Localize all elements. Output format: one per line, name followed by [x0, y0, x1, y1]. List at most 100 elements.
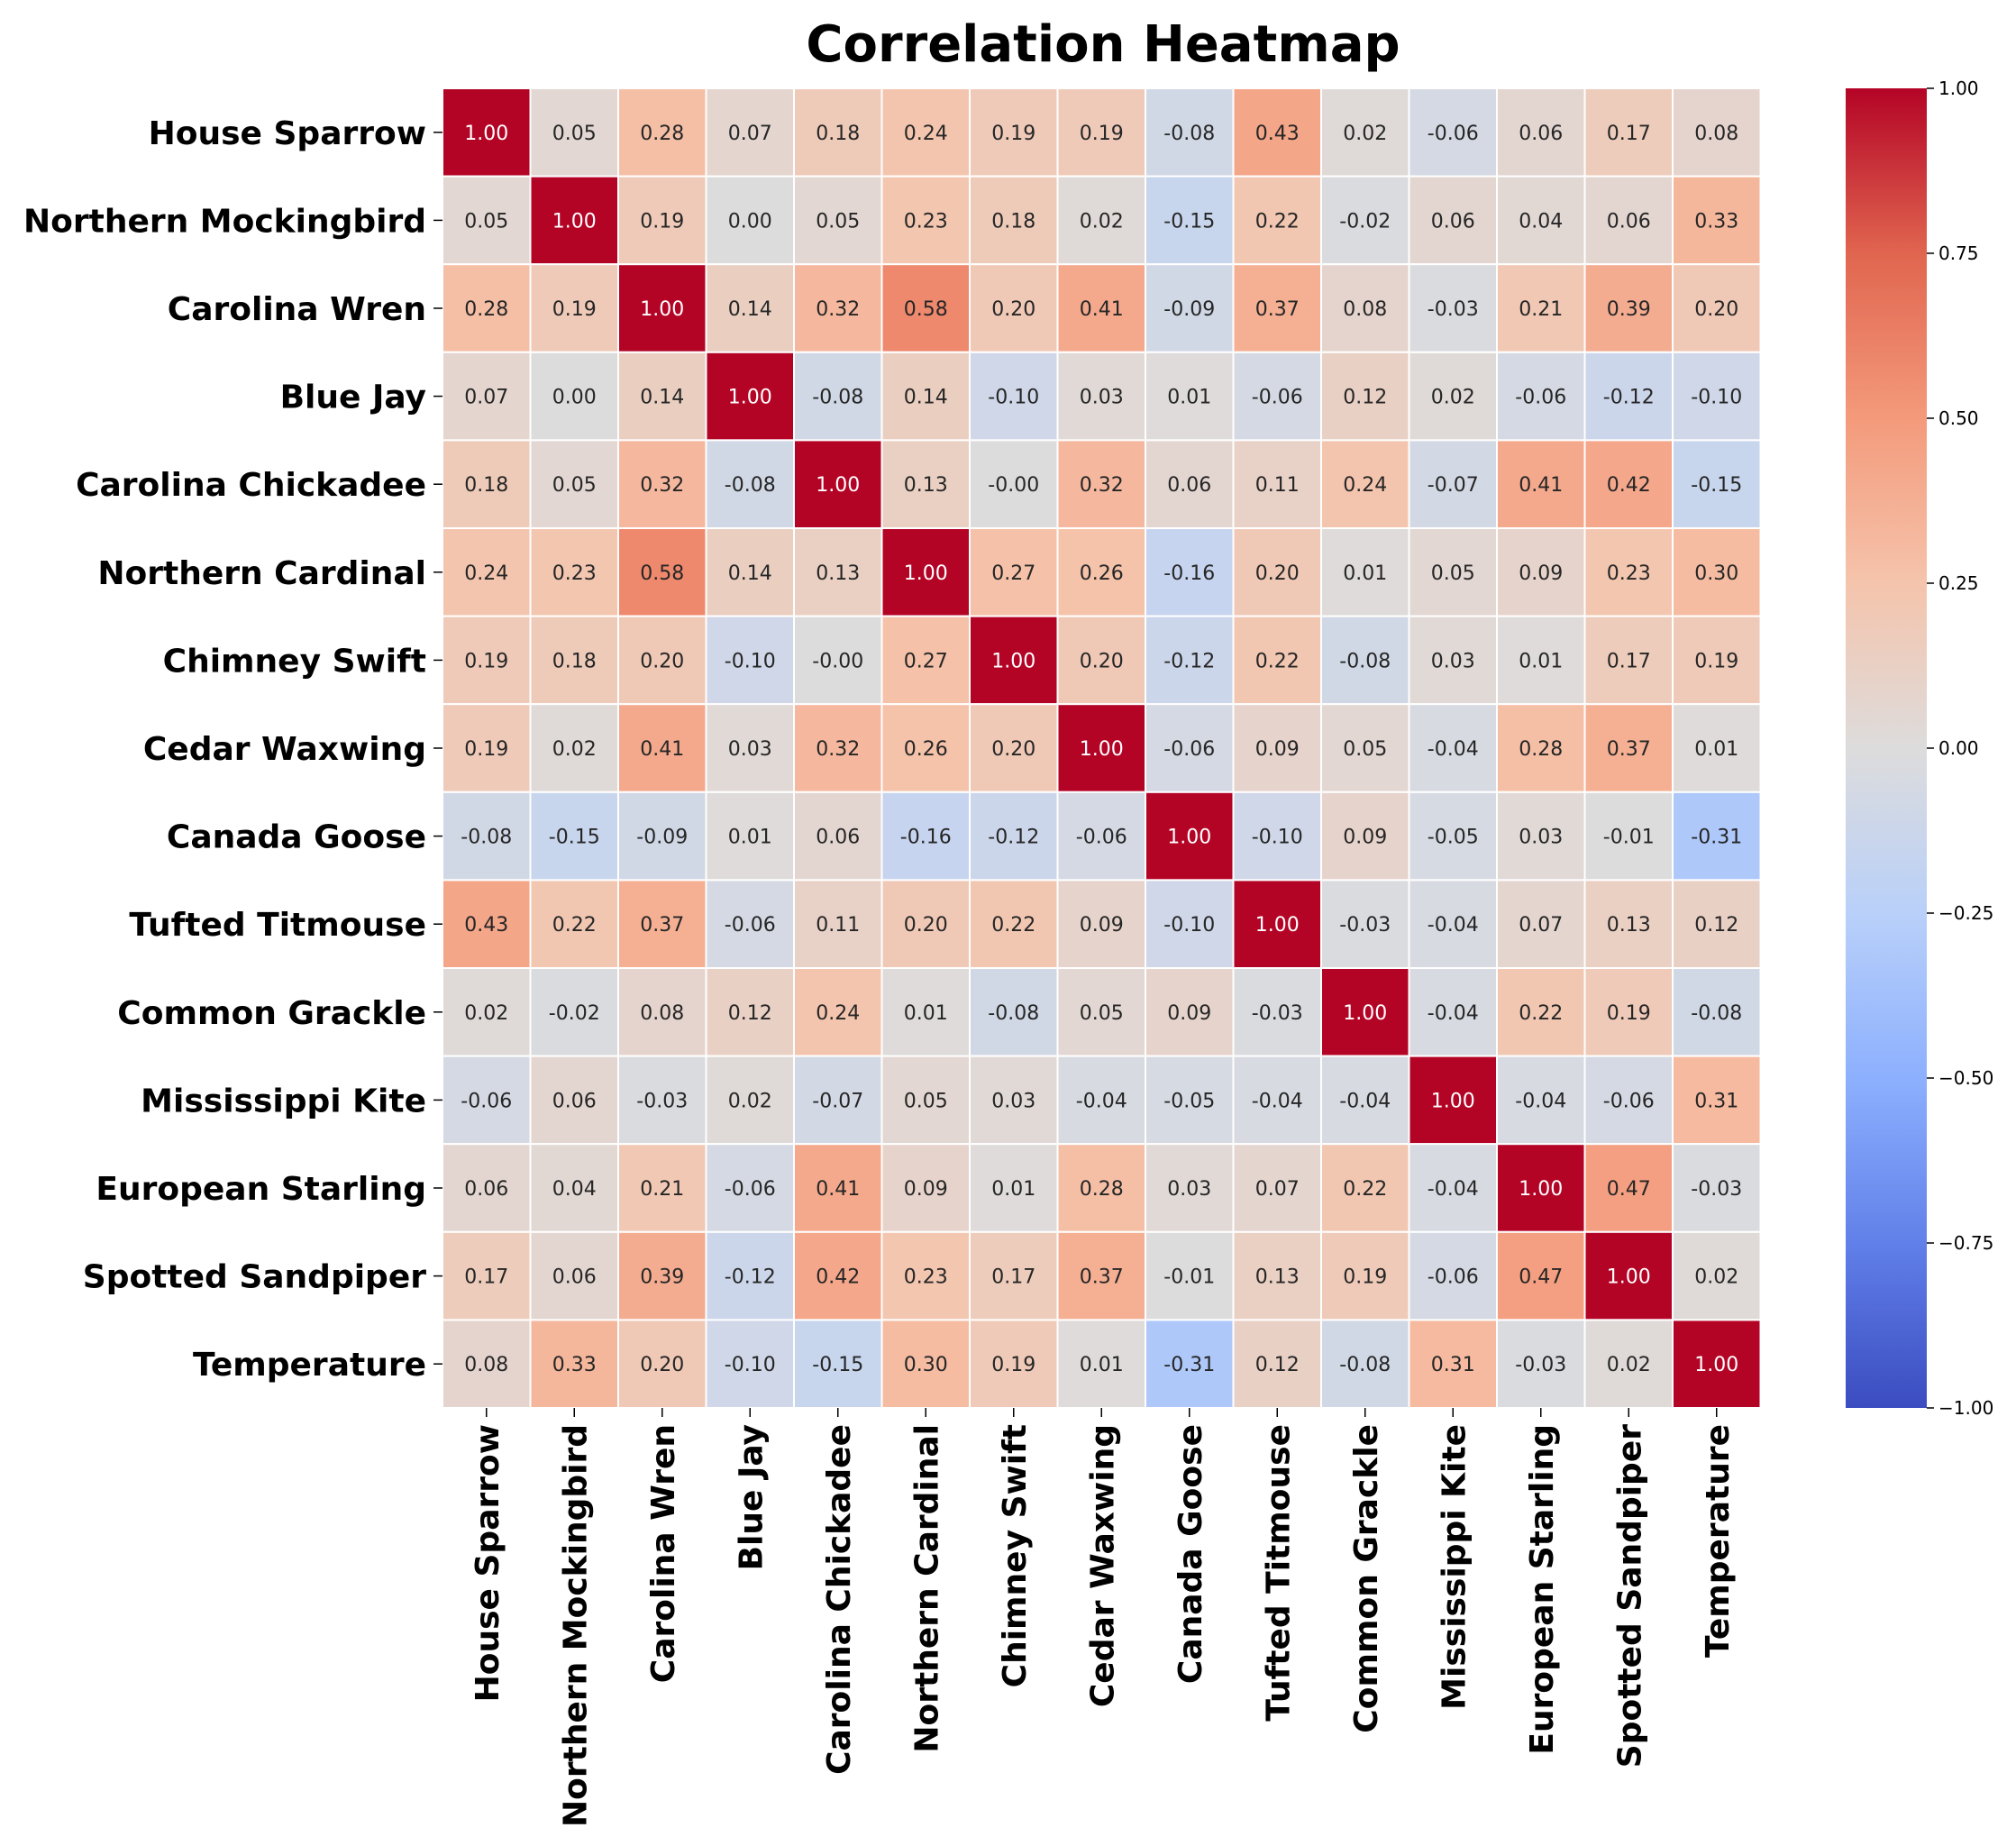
cell-value-label: 0.01 — [1080, 1354, 1124, 1376]
heatmap-cell — [1320, 967, 1410, 1057]
heatmap-cell — [1232, 263, 1322, 353]
column-label: Canada Goose — [1172, 1424, 1209, 1684]
cell-value-label: 0.05 — [1343, 738, 1387, 761]
cell-value-label: 0.05 — [552, 474, 597, 497]
cell-value-label: 0.28 — [1519, 738, 1563, 761]
cell-value-label: 0.30 — [1694, 562, 1738, 585]
cell-value-label: 0.02 — [1694, 1266, 1738, 1289]
colorbar-tick-label: 0.00 — [1938, 737, 1979, 759]
heatmap-cell — [1056, 439, 1146, 529]
heatmap-cell — [1496, 175, 1586, 266]
heatmap-cell — [1232, 527, 1322, 617]
heatmap-cell — [442, 1319, 532, 1410]
cell-value-label: 0.06 — [1519, 123, 1563, 145]
heatmap-cell — [1583, 790, 1674, 882]
heatmap-cell — [1056, 790, 1146, 882]
colorbar-tick-label: −0.50 — [1938, 1067, 1993, 1089]
heatmap-cell — [529, 351, 619, 442]
heatmap-cell — [705, 439, 795, 529]
cell-value-label: 0.06 — [816, 827, 860, 849]
cell-value-label: 0.09 — [1255, 738, 1300, 761]
cell-value-label: 0.20 — [904, 914, 948, 937]
cell-value-label: 0.05 — [1431, 562, 1475, 585]
cell-value-label: -0.15 — [1163, 210, 1215, 233]
cell-value-label: 0.20 — [640, 650, 684, 672]
heatmap-cell — [617, 1143, 707, 1233]
heatmap-cell — [1145, 351, 1235, 442]
row-label: Canada Goose — [167, 819, 426, 856]
heatmap-cell — [1232, 351, 1322, 442]
cell-value-label: 0.06 — [552, 1090, 597, 1112]
heatmap-cell — [1408, 967, 1498, 1057]
cell-value-label: 0.19 — [464, 650, 508, 672]
heatmap-cell — [880, 439, 971, 529]
heatmap-cell — [1672, 1143, 1762, 1233]
heatmap-cell — [1056, 1055, 1146, 1146]
heatmap-cell — [880, 790, 971, 882]
heatmap-cell — [1496, 967, 1586, 1057]
heatmap-cell — [1145, 1319, 1235, 1410]
heatmap-cell — [442, 263, 532, 353]
cell-value-label: -0.31 — [1163, 1354, 1215, 1376]
cell-value-label: -0.06 — [1428, 123, 1479, 145]
heatmap-cell — [1672, 263, 1762, 353]
cell-value-label: 0.07 — [1255, 1178, 1300, 1201]
cell-value-label: 0.18 — [552, 650, 597, 672]
cell-value-label: -0.08 — [988, 1002, 1039, 1025]
heatmap-cell — [1408, 175, 1498, 266]
heatmap-cell — [705, 790, 795, 882]
heatmap-cell — [1056, 175, 1146, 266]
column-label: Cedar Waxwing — [1084, 1424, 1121, 1707]
cell-value-label: 0.02 — [1431, 387, 1475, 409]
cell-value-label: -0.06 — [725, 914, 776, 937]
cell-value-label: 0.17 — [464, 1266, 508, 1289]
cell-value-label: -0.10 — [1163, 914, 1215, 937]
heatmap-cell — [1672, 439, 1762, 529]
column-label: Mississippi Kite — [1436, 1424, 1473, 1710]
cell-value-label: -0.02 — [549, 1002, 600, 1025]
cell-value-label: 0.02 — [728, 1090, 772, 1112]
heatmap-cell — [1056, 351, 1146, 442]
heatmap-cell — [1232, 615, 1322, 706]
heatmap-cell — [1583, 1143, 1674, 1233]
cell-value-label: 0.01 — [904, 1002, 948, 1025]
heatmap-cell — [1408, 790, 1498, 882]
cell-value-label: -0.08 — [1691, 1002, 1742, 1025]
cell-value-label: 0.14 — [728, 562, 772, 585]
cell-value-label: 0.20 — [1080, 650, 1124, 672]
heatmap-cell — [1496, 1143, 1586, 1233]
cell-value-label: 1.00 — [1607, 1266, 1651, 1289]
cell-value-label: 0.13 — [904, 474, 948, 497]
heatmap-cell — [1056, 615, 1146, 706]
heatmap-cell — [442, 351, 532, 442]
cell-value-label: 0.39 — [1607, 298, 1651, 321]
heatmap-cell — [793, 175, 883, 266]
column-label: Tufted Titmouse — [1260, 1424, 1297, 1722]
cell-value-label: 0.14 — [640, 387, 684, 409]
cell-value-label: 1.00 — [1694, 1354, 1738, 1376]
cell-value-label: 0.24 — [816, 1002, 860, 1025]
heatmap-cell — [969, 1230, 1059, 1321]
cell-value-label: 0.23 — [552, 562, 597, 585]
cell-value-label: 0.58 — [640, 562, 684, 585]
cell-value-label: 0.04 — [1519, 210, 1563, 233]
heatmap-cell — [529, 967, 619, 1057]
cell-value-label: -0.06 — [1428, 1266, 1479, 1289]
cell-value-label: 0.09 — [904, 1178, 948, 1201]
cell-value-label: 0.37 — [1255, 298, 1300, 321]
cell-value-label: 0.26 — [904, 738, 948, 761]
cell-value-label: 0.58 — [904, 298, 948, 321]
cell-value-label: 0.02 — [464, 1002, 508, 1025]
heatmap-cell — [793, 967, 883, 1057]
heatmap-cell — [617, 87, 707, 178]
cell-value-label: -0.04 — [1428, 1002, 1479, 1025]
heatmap-cell — [705, 527, 795, 617]
cell-value-label: 0.31 — [1694, 1090, 1738, 1112]
heatmap-cell — [442, 527, 532, 617]
cell-value-label: 0.20 — [991, 298, 1035, 321]
cell-value-label: -0.10 — [725, 1354, 776, 1376]
column-label: Northern Mockingbird — [557, 1424, 594, 1827]
cell-value-label: 0.01 — [1167, 387, 1211, 409]
cell-value-label: 0.01 — [991, 1178, 1035, 1201]
cell-value-label: -0.16 — [1163, 562, 1215, 585]
